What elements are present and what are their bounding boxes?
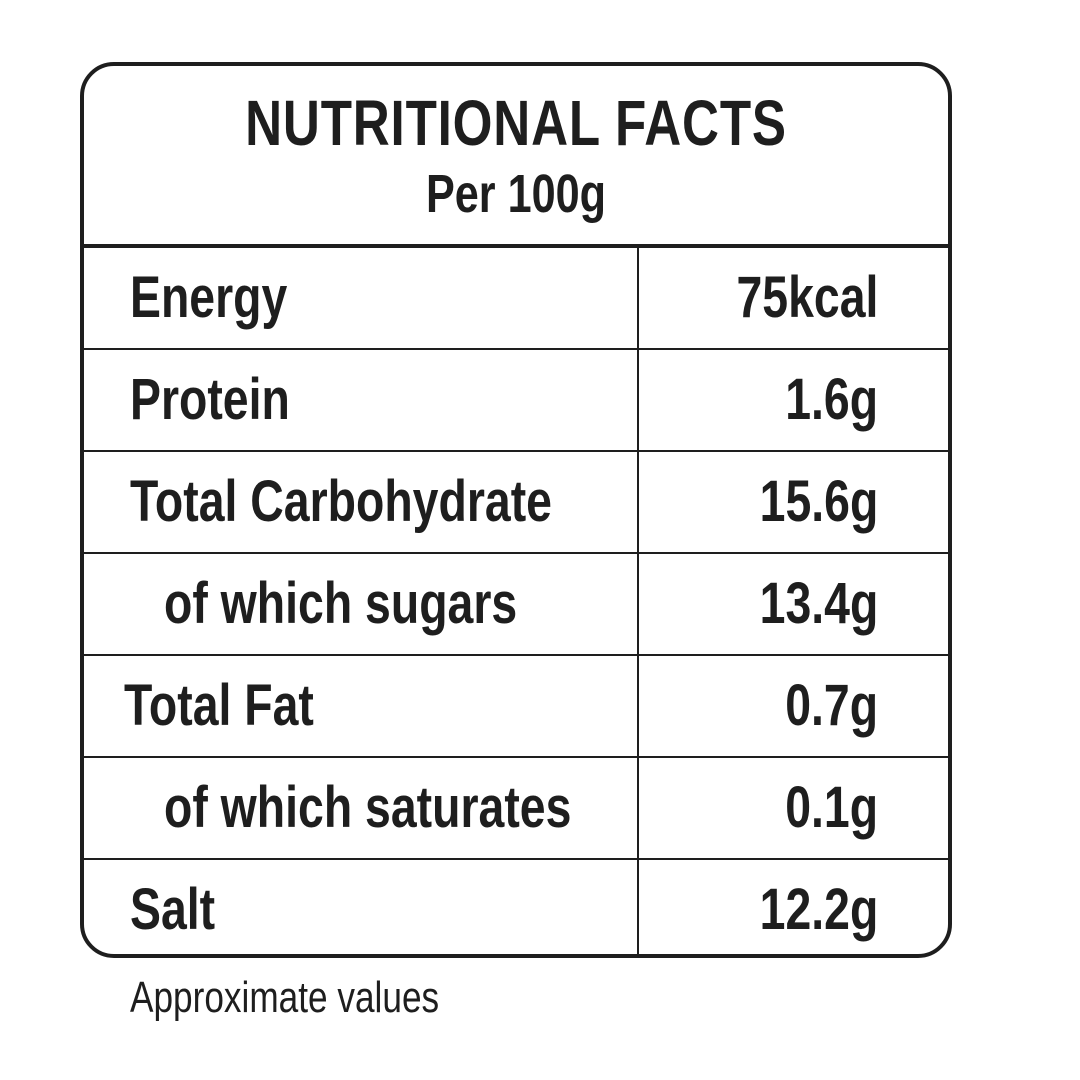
footnote: Approximate values [130,973,440,1022]
nutrient-label: Protein [130,367,290,432]
nutrient-label: Salt [130,877,216,942]
subtitle: Per 100g [425,164,607,224]
table-row: Total Carbohydrate 15.6g [84,452,948,554]
nutrient-label: Energy [130,265,288,330]
column-divider [637,248,639,954]
nutrient-label: of which saturates [164,775,572,840]
nutrient-value: 12.2g [759,877,878,942]
nutrient-label: Total Fat [124,673,314,738]
table-row: of which sugars 13.4g [84,554,948,656]
nutrition-table: NUTRITIONAL FACTS Per 100g Energy 75kcal P… [80,62,952,958]
table-header: NUTRITIONAL FACTS Per 100g [84,66,948,248]
table-row: Salt 12.2g [84,860,948,954]
table-row: of which saturates 0.1g [84,758,948,860]
nutrient-value: 0.7g [785,673,878,738]
nutrient-value: 15.6g [759,469,878,534]
nutrient-value: 75kcal [736,265,878,330]
nutrient-label: of which sugars [164,571,518,636]
nutrient-value: 1.6g [785,367,878,432]
title: NUTRITIONAL FACTS [245,87,787,159]
nutrient-value: 0.1g [785,775,878,840]
nutrient-value: 13.4g [759,571,878,636]
table-row: Energy 75kcal [84,248,948,350]
table-row: Total Fat 0.7g [84,656,948,758]
table-row: Protein 1.6g [84,350,948,452]
nutrient-label: Total Carbohydrate [130,469,552,534]
